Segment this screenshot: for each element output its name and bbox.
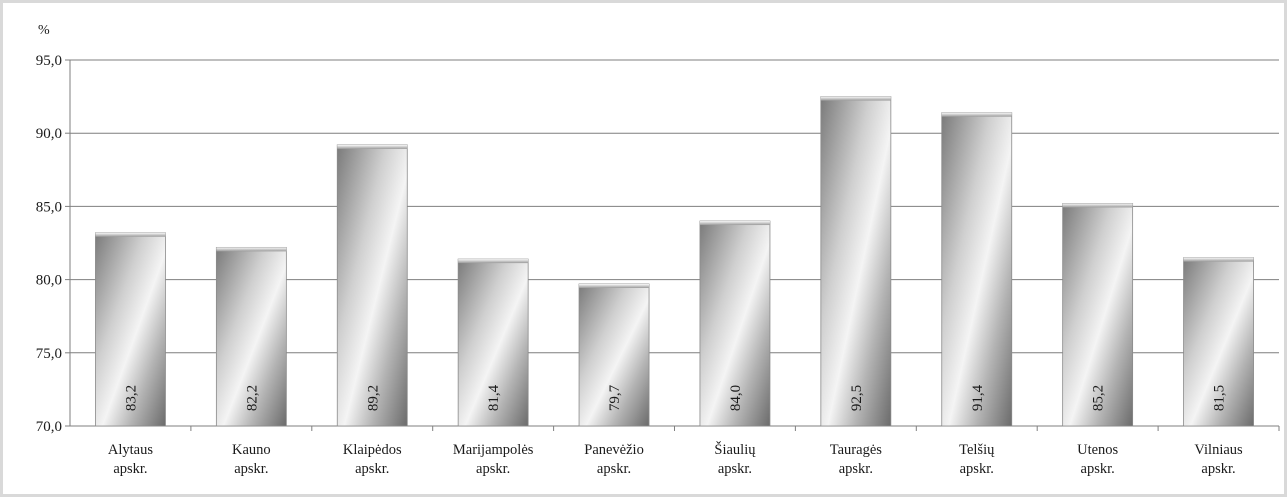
bar [578,283,650,427]
y-tick-label: 85,0 [36,199,62,215]
y-tick-label: 90,0 [36,126,62,142]
bar [820,96,892,427]
bar-cap [820,96,891,101]
y-tick-label: 95,0 [36,53,62,69]
bar [215,246,287,427]
x-category-label: Telšių [959,442,995,458]
x-category-label: apskr. [718,461,752,477]
x-category-label: Vilniaus [1194,442,1243,458]
data-label: 83,2 [123,385,139,411]
x-category-label: apskr. [597,461,631,477]
y-tick-label: 70,0 [36,419,62,435]
data-label: 79,7 [607,384,623,411]
bar-cap [216,247,287,252]
x-category-label: Klaipėdos [343,442,402,458]
data-label: 89,2 [365,385,381,411]
bar-cap [941,112,1012,117]
x-category-label: Utenos [1077,442,1118,458]
bar-cap [1062,203,1133,208]
bar [95,232,166,427]
bar [336,144,408,427]
data-label: 92,5 [849,385,865,411]
bar-cap [1183,257,1254,262]
x-category-label: Kauno [232,442,271,458]
bar [1183,257,1254,427]
x-category-label: apskr. [355,461,389,477]
x-category-label: Tauragės [830,442,882,458]
bar-cap [699,221,770,226]
data-label: 91,4 [970,384,986,411]
bar [699,220,771,427]
x-category-label: Alytaus [108,442,153,458]
x-category-label: apskr. [960,461,994,477]
x-category-label: Marijampolės [453,442,534,458]
data-label: 82,2 [244,385,260,411]
bars: 83,2 82,2 89,2 81,4 79,7 84,0 92,5 91,4 85,2 81,5 [95,96,1254,427]
x-category-label: apskr. [1081,461,1115,477]
y-tick-label: 75,0 [36,346,62,362]
bar [941,112,1013,427]
bar-cap [458,259,529,264]
data-label: 84,0 [728,385,744,411]
data-label: 85,2 [1091,385,1107,411]
category-labels: Alytaus apskr. Kauno apskr. Klaipėdos apskr. M… [108,441,1243,477]
data-label: 81,5 [1212,385,1228,411]
y-axis: 70,0 75,0 80,0 85,0 90,0 95,0 [36,53,1280,435]
x-category-label: apskr. [113,461,147,477]
bar-cap [95,232,166,237]
bar [457,258,529,427]
x-category-label: Šiaulių [714,441,756,458]
x-category-label: apskr. [476,461,510,477]
x-category-label: apskr. [839,461,873,477]
x-category-label: Panevėžio [584,442,644,458]
bar [1062,203,1134,427]
x-category-label: apskr. [234,461,268,477]
data-label: 81,4 [486,384,502,411]
y-unit-label: % [38,23,50,38]
bar-cap [579,283,650,288]
x-category-label: apskr. [1201,461,1235,477]
y-tick-label: 80,0 [36,273,62,289]
bar-cap [337,144,408,149]
